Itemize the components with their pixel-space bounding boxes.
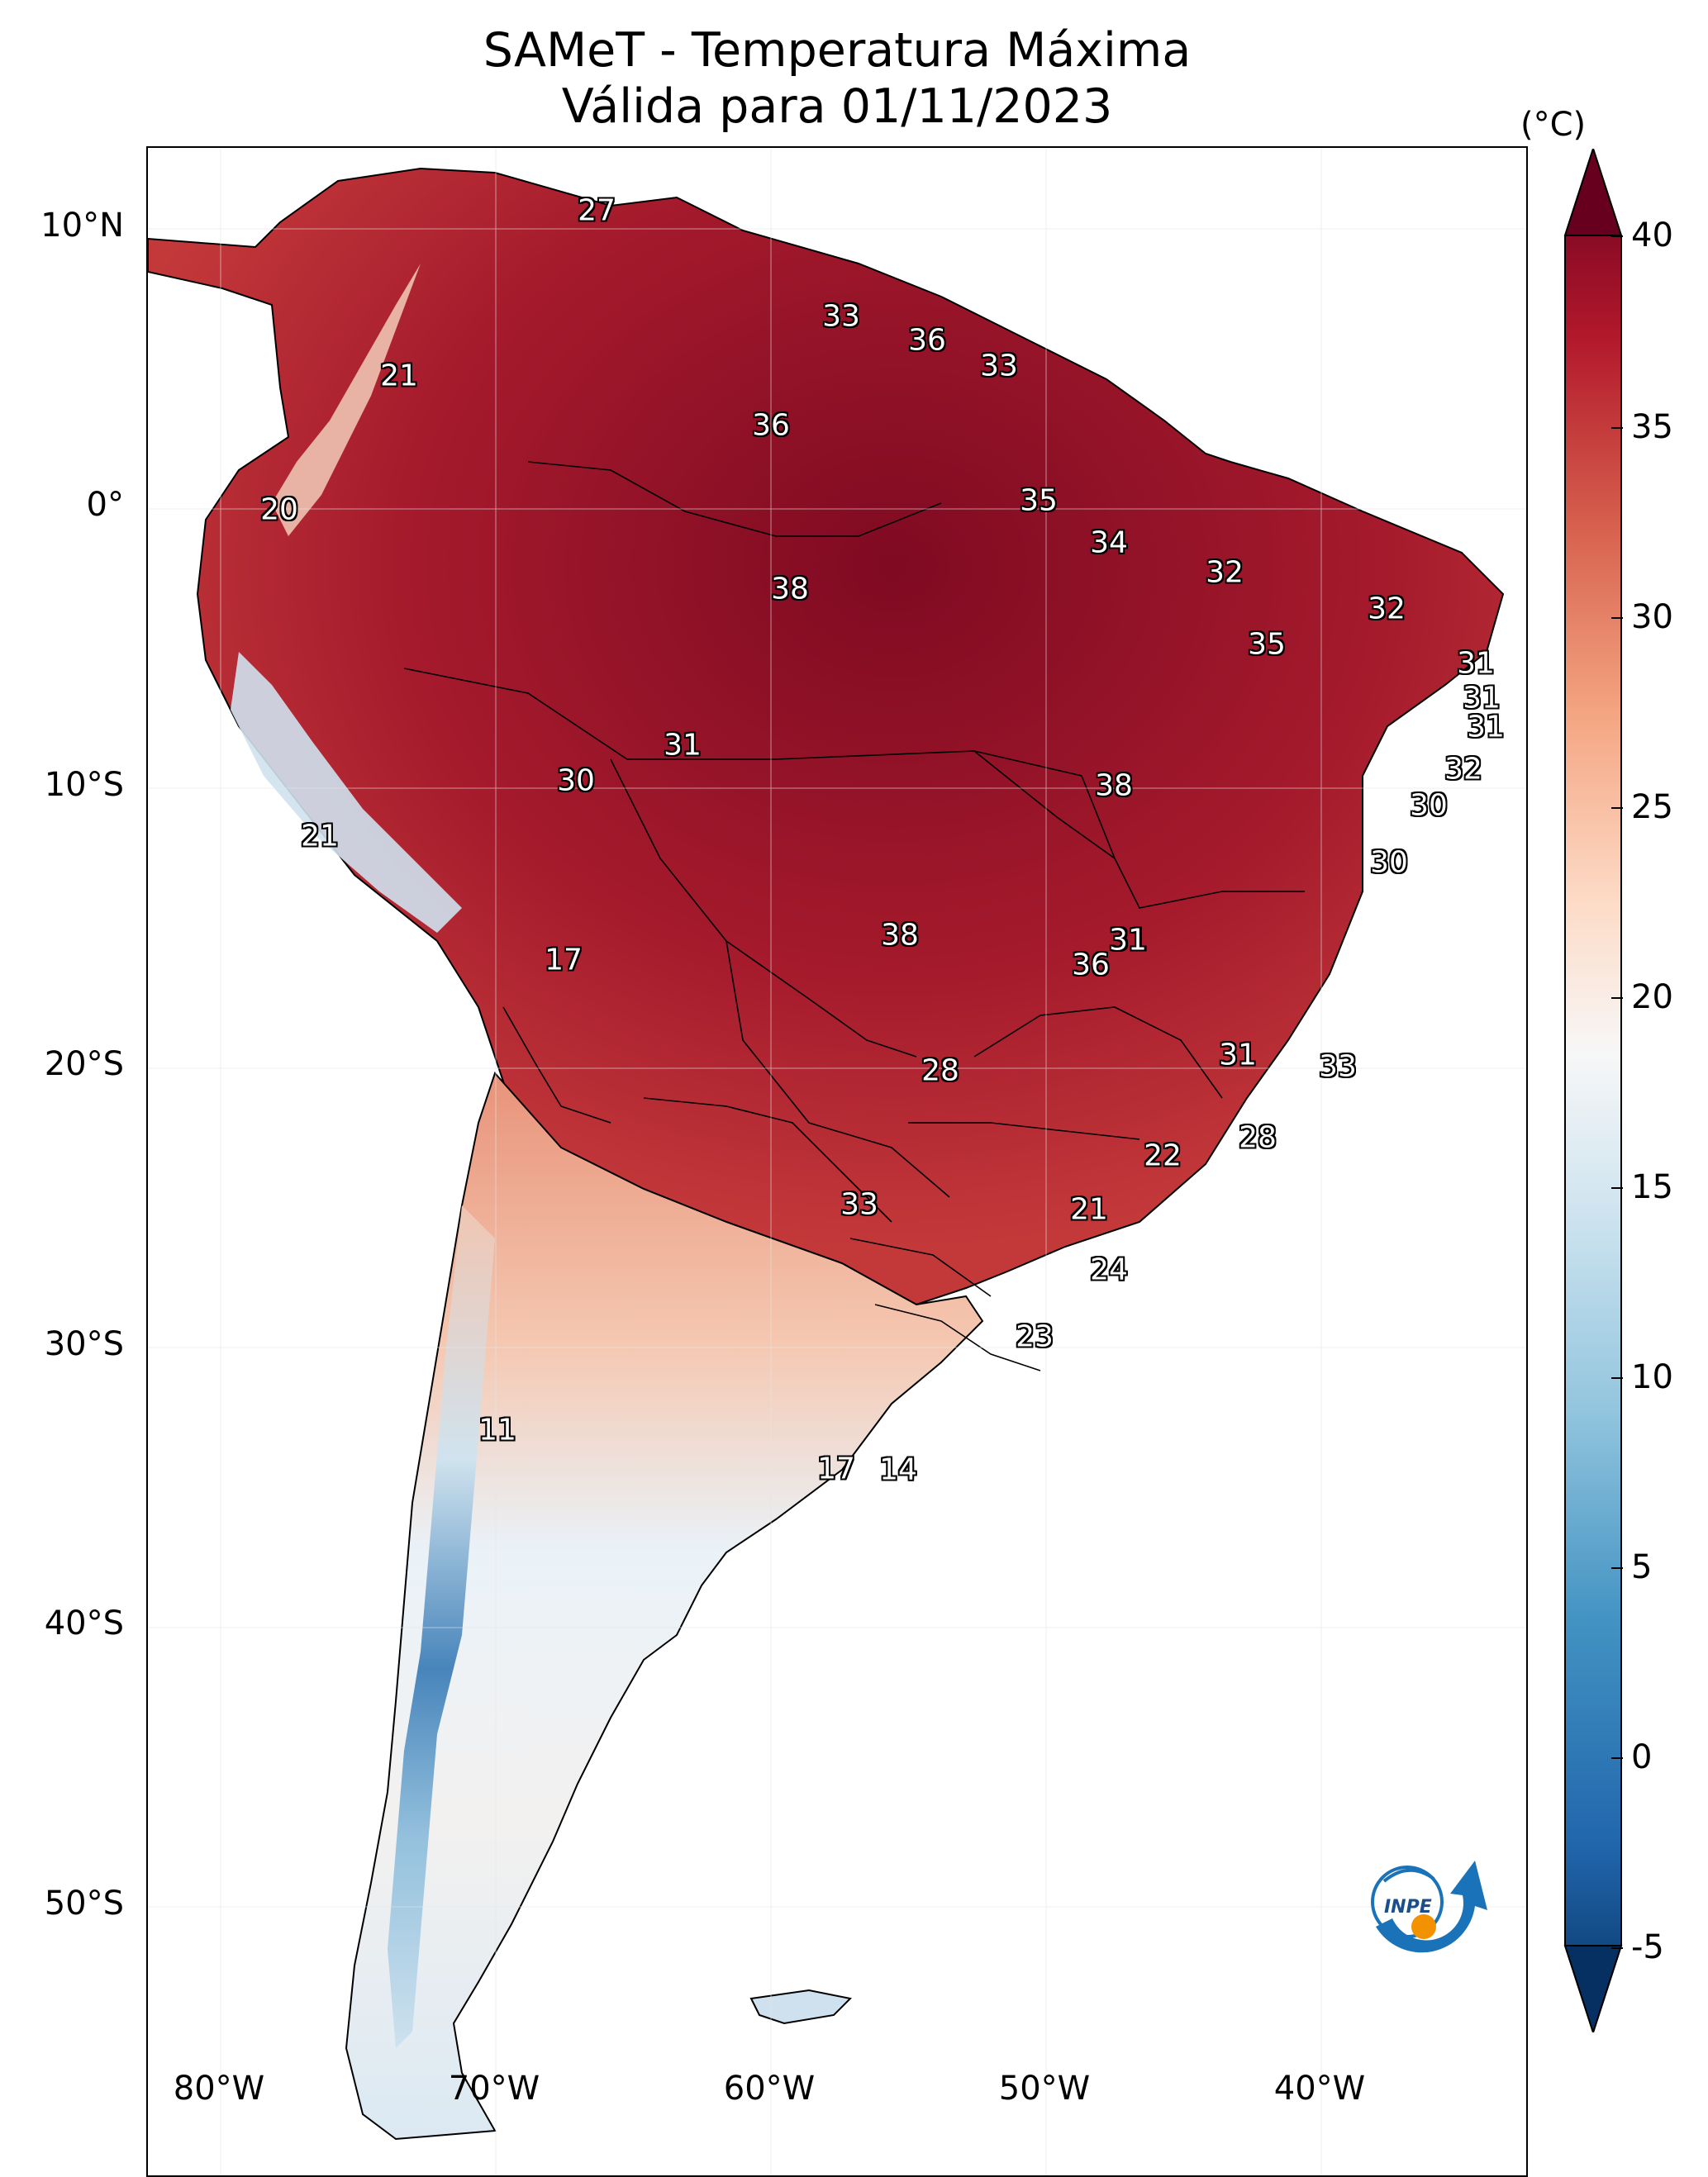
temp-label: 20 bbox=[260, 492, 298, 527]
colorbar bbox=[1563, 149, 1623, 2032]
temp-label: 23 bbox=[1016, 1319, 1054, 1354]
colorbar-tick-minus5: -5 bbox=[1611, 1928, 1664, 1966]
temp-label: 34 bbox=[1090, 525, 1128, 560]
lat-label-10n: 10°N bbox=[40, 207, 124, 245]
colorbar-tick-20: 20 bbox=[1611, 978, 1673, 1016]
colorbar-unit: (°C) bbox=[1520, 106, 1587, 144]
lon-label-70w: 70°W bbox=[448, 2070, 540, 2108]
temp-label: 28 bbox=[1239, 1120, 1277, 1155]
temp-label: 21 bbox=[301, 819, 339, 853]
tropical-landmass bbox=[148, 167, 1505, 1306]
colorbar-tick-25: 25 bbox=[1611, 788, 1673, 826]
temp-label: 31 bbox=[1467, 710, 1505, 744]
lon-label-40w: 40°W bbox=[1273, 2070, 1366, 2108]
temp-label: 27 bbox=[578, 193, 616, 228]
map-subtitle: Válida para 01/11/2023 bbox=[561, 79, 1113, 134]
temp-label: 31 bbox=[1110, 923, 1148, 958]
temp-label: 21 bbox=[1070, 1192, 1108, 1227]
temp-label: 35 bbox=[1020, 483, 1058, 518]
colorbar-tick-30: 30 bbox=[1611, 598, 1673, 636]
temp-label: 31 bbox=[1457, 646, 1495, 681]
temp-label: 33 bbox=[840, 1187, 878, 1222]
lon-label-80w: 80°W bbox=[173, 2070, 265, 2108]
lon-label-50w: 50°W bbox=[998, 2070, 1091, 2108]
temp-label: 38 bbox=[881, 918, 919, 953]
lat-label-40s: 40°S bbox=[44, 1604, 124, 1642]
temp-label: 17 bbox=[545, 943, 583, 977]
colorbar-tick-10: 10 bbox=[1611, 1358, 1673, 1396]
temp-label: 24 bbox=[1090, 1252, 1128, 1287]
temp-label: 31 bbox=[1463, 681, 1501, 715]
temp-label: 35 bbox=[1248, 627, 1286, 662]
temp-label: 32 bbox=[1206, 555, 1244, 590]
graticule bbox=[148, 148, 1526, 2175]
temp-label: 11 bbox=[478, 1413, 516, 1447]
temp-label: 30 bbox=[1410, 788, 1448, 823]
lat-label-30s: 30°S bbox=[44, 1325, 124, 1363]
temp-label: 36 bbox=[752, 408, 790, 443]
colorbar-tick-40: 40 bbox=[1611, 216, 1673, 254]
temp-label: 14 bbox=[879, 1452, 917, 1487]
map-title: SAMeT - Temperatura Máxima bbox=[483, 23, 1192, 78]
temp-label: 31 bbox=[1109, 923, 1147, 958]
lat-label-20s: 20°S bbox=[44, 1045, 124, 1083]
temp-label: 32 bbox=[1444, 752, 1482, 787]
temp-label: 33 bbox=[1319, 1049, 1357, 1084]
andes-north bbox=[272, 264, 421, 536]
colorbar-tick-35: 35 bbox=[1611, 408, 1673, 446]
temp-label: 38 bbox=[771, 572, 809, 606]
temp-label: 38 bbox=[1095, 768, 1133, 803]
temp-label: 31 bbox=[664, 728, 702, 763]
colorbar-tick-15: 15 bbox=[1611, 1168, 1673, 1206]
temp-label: 28 bbox=[921, 1053, 959, 1088]
southern-cone bbox=[345, 1072, 984, 2141]
temp-label: 36 bbox=[1072, 948, 1110, 982]
colorbar-tick-5: 5 bbox=[1610, 1548, 1653, 1586]
falkland-islands bbox=[749, 1989, 853, 2025]
andes-peru bbox=[231, 652, 462, 933]
temp-label: 33 bbox=[822, 299, 860, 334]
inpe-logo: INPE bbox=[1371, 1861, 1487, 1953]
lat-label-10s: 10°S bbox=[44, 766, 124, 804]
temp-label: 30 bbox=[557, 763, 595, 798]
temp-label: 33 bbox=[980, 349, 1018, 383]
country-borders bbox=[403, 461, 1305, 1371]
south-america-map bbox=[148, 148, 1526, 2175]
temp-label: 32 bbox=[1368, 592, 1406, 626]
temp-label: 17 bbox=[817, 1452, 855, 1486]
lon-label-60w: 60°W bbox=[723, 2070, 816, 2108]
lat-label-50s: 50°S bbox=[44, 1885, 124, 1923]
map-panel bbox=[146, 146, 1528, 2177]
temp-label: 31 bbox=[1219, 1038, 1257, 1072]
logo-text: INPE bbox=[1384, 1897, 1432, 1918]
temp-label: 36 bbox=[908, 323, 946, 358]
temp-label: 22 bbox=[1144, 1138, 1182, 1173]
colorbar-tick-0: 0 bbox=[1610, 1738, 1653, 1776]
temp-label: 21 bbox=[380, 359, 418, 393]
temp-label: 30 bbox=[1370, 845, 1408, 880]
lat-label-0: 0° bbox=[86, 486, 124, 524]
